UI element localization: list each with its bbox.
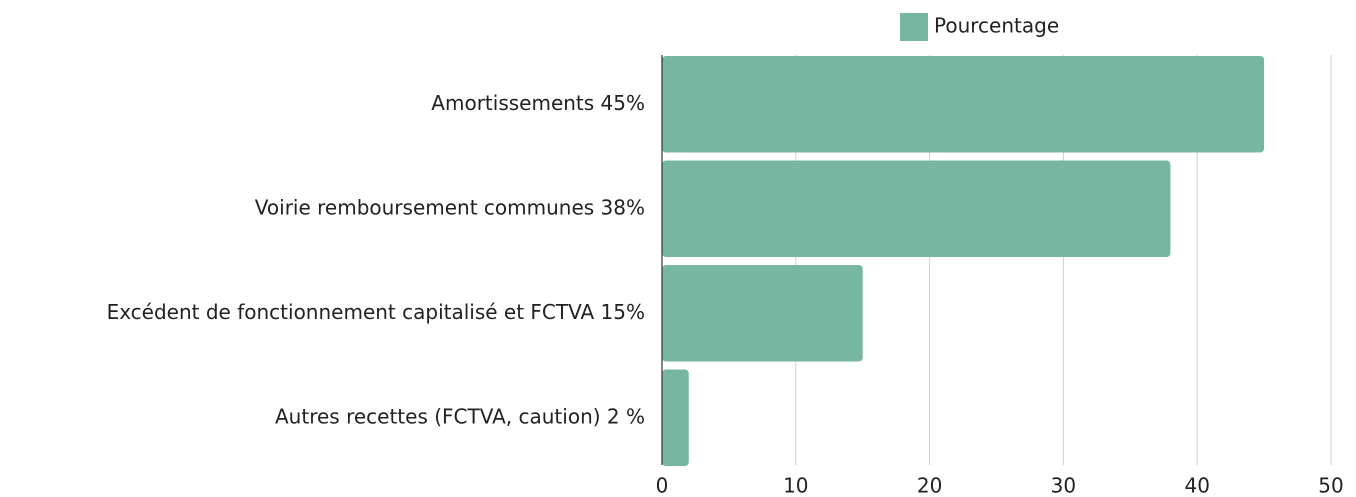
x-tick-label: 0 <box>656 474 669 497</box>
legend-label: Pourcentage <box>934 14 1059 38</box>
x-tick-label: 10 <box>783 474 808 497</box>
x-tick-label: 40 <box>1184 474 1209 497</box>
x-tick-label: 20 <box>917 474 942 497</box>
bar <box>662 369 689 466</box>
y-tick-label: Amortissements 45% <box>431 91 645 115</box>
x-tick-label: 30 <box>1051 474 1076 497</box>
y-tick-label: Excédent de fonctionnement capitalisé et… <box>107 300 645 324</box>
bar <box>662 56 1265 153</box>
bar <box>662 265 863 362</box>
y-tick-label: Autres recettes (FCTVA, caution) 2 % <box>275 404 645 428</box>
x-tick-label: 50 <box>1318 474 1343 497</box>
bar <box>662 160 1171 257</box>
y-tick-label: Voirie remboursement communes 38% <box>255 195 645 219</box>
legend-swatch <box>900 13 928 41</box>
